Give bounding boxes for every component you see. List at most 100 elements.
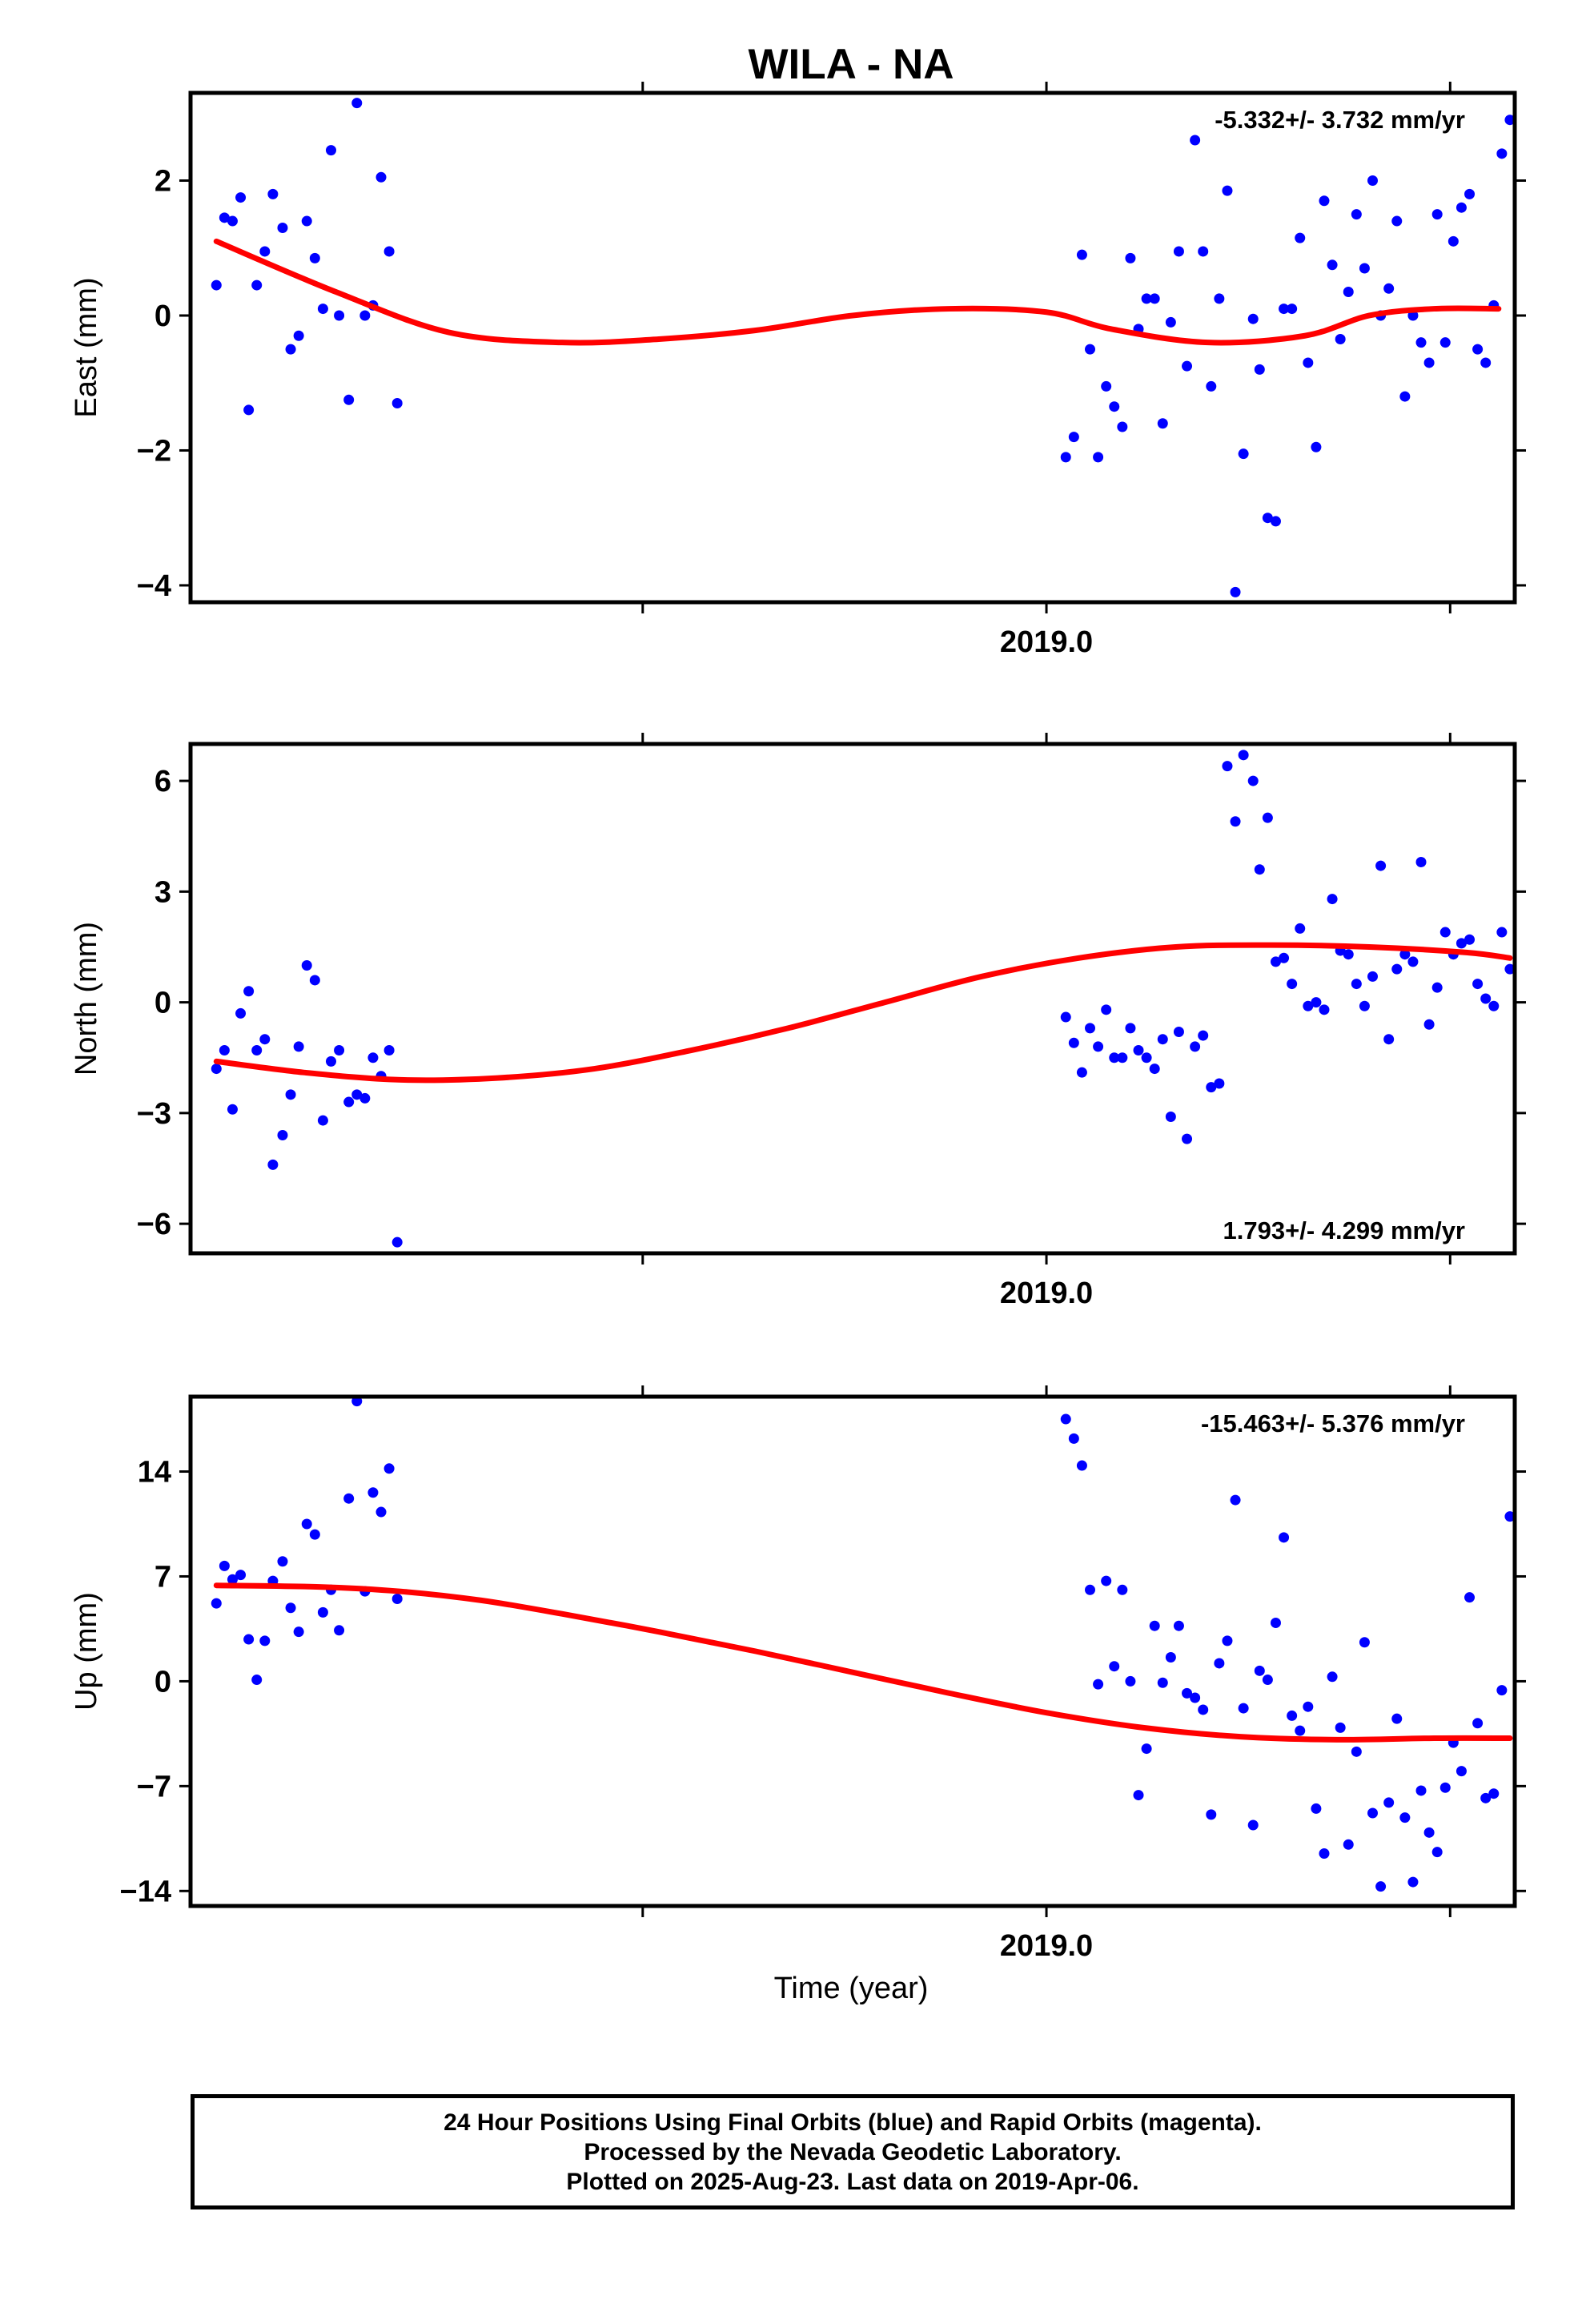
data-point — [1109, 1052, 1120, 1063]
data-point — [1287, 1710, 1298, 1721]
data-point — [267, 1159, 279, 1170]
data-point — [1182, 1687, 1193, 1699]
data-point — [1383, 283, 1395, 294]
data-point — [251, 1045, 263, 1056]
data-point — [309, 975, 320, 986]
data-point — [1295, 232, 1306, 243]
data-point — [1415, 337, 1427, 348]
data-point — [1464, 188, 1476, 199]
y-tick-label: 0 — [155, 300, 171, 333]
data-point — [1262, 513, 1273, 524]
data-point — [391, 397, 403, 408]
data-point — [1254, 1665, 1265, 1676]
data-point — [1287, 304, 1298, 315]
data-point — [1270, 1617, 1281, 1628]
data-point — [227, 1104, 238, 1115]
data-point — [1415, 856, 1427, 867]
data-point — [1367, 1807, 1378, 1819]
data-point — [1076, 1460, 1087, 1471]
data-point — [1141, 293, 1152, 304]
data-point — [1238, 1703, 1249, 1714]
data-point — [1423, 1019, 1435, 1030]
data-point — [1343, 1839, 1354, 1850]
data-point — [1407, 1876, 1419, 1888]
data-point — [1165, 1111, 1176, 1122]
data-point — [1262, 812, 1273, 823]
data-point — [309, 1529, 320, 1540]
data-point — [267, 188, 279, 199]
data-point — [293, 1626, 304, 1638]
data-point — [1173, 1620, 1184, 1631]
rate-label: -5.332+/- 3.732 mm/yr — [1215, 106, 1465, 134]
data-point — [1247, 313, 1259, 324]
data-point — [227, 215, 238, 227]
y-tick-label: 14 — [138, 1456, 171, 1490]
data-point — [1190, 1041, 1201, 1052]
data-point — [1439, 337, 1451, 348]
data-point — [1182, 1133, 1193, 1144]
data-point — [219, 212, 230, 223]
data-point — [1214, 293, 1225, 304]
data-point — [1214, 1658, 1225, 1669]
y-tick-label: −4 — [137, 569, 171, 603]
data-point — [1496, 1685, 1508, 1696]
data-point — [251, 1675, 263, 1686]
data-point — [235, 1007, 247, 1019]
data-point — [1247, 775, 1259, 786]
data-point — [1480, 357, 1492, 368]
data-point — [1319, 1004, 1330, 1015]
data-point — [1375, 1881, 1387, 1892]
data-point — [1173, 1026, 1184, 1037]
y-tick-label: 0 — [155, 987, 171, 1020]
data-point — [1214, 1078, 1225, 1089]
data-point — [367, 1052, 379, 1063]
data-point — [1456, 938, 1467, 949]
data-point — [1165, 1651, 1176, 1663]
data-point — [1262, 1675, 1273, 1686]
data-point — [1399, 949, 1411, 960]
data-point — [1391, 963, 1403, 975]
y-tick-label: 7 — [155, 1560, 171, 1594]
data-point — [1060, 452, 1071, 463]
y-tick-label: 6 — [155, 765, 171, 798]
y-tick-label: −3 — [137, 1097, 171, 1131]
data-point — [309, 252, 320, 263]
data-point — [1359, 1000, 1370, 1011]
data-point — [1117, 1052, 1128, 1063]
data-point — [1206, 380, 1217, 392]
data-point — [1311, 441, 1322, 452]
data-point — [1383, 1797, 1395, 1808]
data-point — [1182, 360, 1193, 372]
data-point — [1343, 287, 1354, 298]
data-point — [301, 960, 312, 971]
plot-frame — [188, 90, 1517, 605]
data-point — [1254, 864, 1265, 875]
data-point — [1141, 1743, 1152, 1755]
data-point — [1060, 1011, 1071, 1023]
x-tick-label: 2019.0 — [1000, 1277, 1093, 1310]
data-point — [1391, 215, 1403, 227]
data-point — [359, 1092, 371, 1104]
data-point — [1230, 586, 1241, 597]
data-point — [1439, 1782, 1451, 1793]
data-point — [1093, 1679, 1104, 1690]
data-point — [1295, 923, 1306, 934]
data-point — [1206, 1809, 1217, 1820]
data-point — [1238, 448, 1249, 460]
data-point — [1093, 1041, 1104, 1052]
data-point — [1407, 956, 1419, 967]
data-point — [1359, 263, 1370, 274]
data-point — [1085, 1584, 1096, 1595]
y-tick-label: 3 — [155, 875, 171, 909]
data-point — [1431, 1847, 1443, 1858]
data-point — [1399, 391, 1411, 402]
data-point — [277, 222, 288, 233]
data-point — [391, 1236, 403, 1248]
data-point — [259, 1034, 271, 1045]
data-point — [1335, 333, 1346, 344]
data-point — [1439, 927, 1451, 938]
data-point — [1198, 1704, 1209, 1715]
data-point — [1335, 1722, 1346, 1733]
data-point — [1222, 1635, 1233, 1647]
data-point — [219, 1045, 230, 1056]
